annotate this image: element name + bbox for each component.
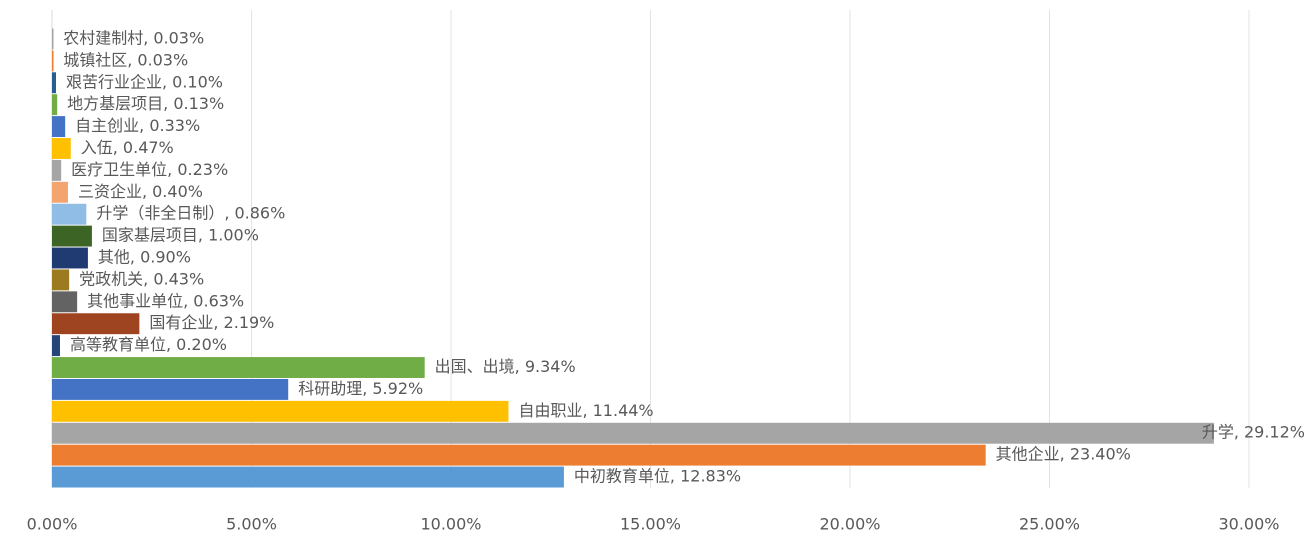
bar [52, 138, 71, 159]
data-label: 其他企业, 23.40% [996, 445, 1131, 464]
data-label: 地方基层项目, 0.13% [67, 94, 224, 113]
data-label: 出国、出境, 9.34% [435, 357, 576, 376]
data-label: 其他, 0.90% [98, 248, 191, 267]
bar [52, 28, 54, 50]
data-label: 城镇社区, 0.03% [63, 50, 188, 69]
bar [52, 159, 62, 181]
bar [52, 203, 87, 225]
bar [52, 181, 68, 203]
data-label: 自由职业, 11.44% [518, 401, 653, 420]
bar [52, 378, 289, 400]
data-label: 科研助理, 5.92% [298, 379, 423, 398]
bar [52, 225, 92, 247]
bar [52, 291, 78, 313]
bar [52, 335, 60, 357]
data-label: 医疗卫生单位, 0.23% [71, 160, 228, 179]
x-tick-label: 20.00% [819, 515, 880, 534]
data-label: 艰苦行业企业, 0.10% [66, 72, 223, 91]
data-label: 三资企业, 0.40% [78, 182, 203, 201]
x-tick-label: 0.00% [27, 515, 78, 534]
data-label: 升学（非全日制）, 0.86% [96, 204, 285, 223]
bar [52, 400, 509, 422]
bar [52, 72, 56, 94]
bar [52, 50, 54, 72]
data-label: 入伍, 0.47% [81, 138, 174, 157]
bar [52, 116, 66, 138]
data-label: 中初教育单位, 12.83% [574, 467, 741, 486]
data-label: 自主创业, 0.33% [75, 116, 200, 135]
data-label: 党政机关, 0.43% [79, 269, 204, 288]
data-label: 国有企业, 2.19% [149, 313, 274, 332]
data-label: 国家基层项目, 1.00% [102, 226, 259, 245]
x-tick-label: 10.00% [420, 515, 481, 534]
bar [52, 357, 425, 378]
bar [52, 313, 140, 335]
x-tick-label: 30.00% [1218, 515, 1279, 534]
bar [52, 269, 70, 291]
data-label: 其他事业单位, 0.63% [87, 291, 244, 310]
data-label: 高等教育单位, 0.20% [70, 335, 227, 354]
x-tick-label: 25.00% [1019, 515, 1080, 534]
bar [52, 466, 564, 488]
data-label: 农村建制村, 0.03% [63, 28, 204, 47]
bar [52, 444, 986, 466]
bar [52, 422, 1214, 444]
data-label: 升学, 29.12% [1202, 423, 1305, 442]
x-tick-label: 5.00% [226, 515, 277, 534]
bar [52, 247, 88, 269]
bar [52, 94, 58, 116]
x-tick-label: 15.00% [620, 515, 681, 534]
